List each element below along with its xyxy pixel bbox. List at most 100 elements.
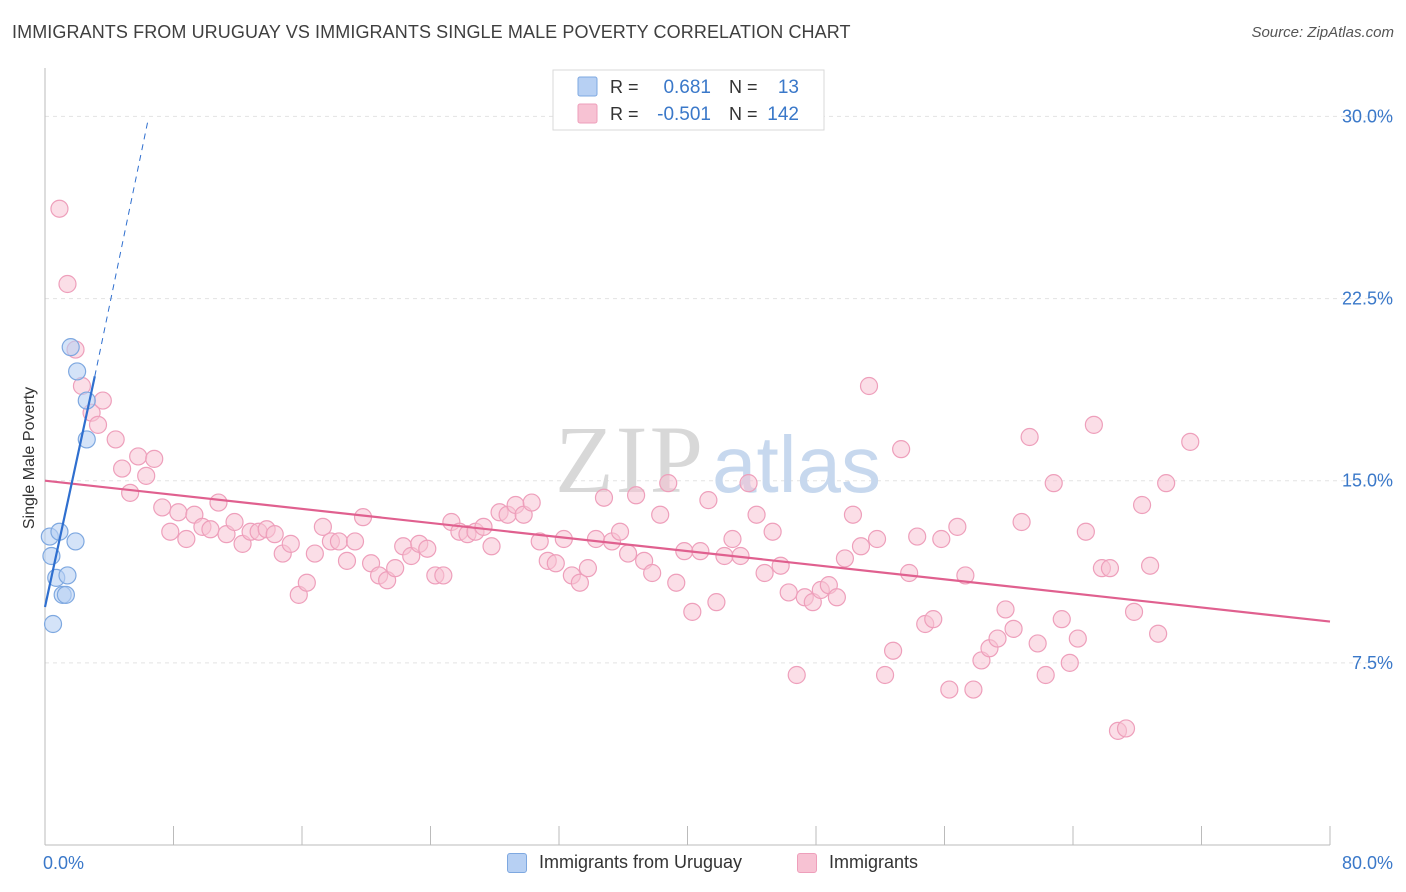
- immigrants-point-111: [940, 680, 959, 699]
- legend-n-label-2: N =: [729, 104, 758, 124]
- immigrants-point-76: [659, 474, 678, 493]
- immigrants-point-36: [337, 551, 357, 570]
- immigrants-point-121: [1020, 427, 1039, 447]
- legend-r-value-1: 0.681: [663, 77, 711, 98]
- immigrants-point-119: [1004, 619, 1023, 638]
- y-axis-title: Single Male Poverty: [21, 387, 38, 529]
- immigrants-point-125: [1052, 610, 1071, 629]
- immigrants-point-33: [313, 517, 332, 536]
- immigrants-point-113: [956, 566, 975, 585]
- immigrants-point-102: [867, 529, 887, 549]
- immigrants-point-131: [1100, 559, 1120, 578]
- immigrants-point-118: [996, 600, 1015, 619]
- legend-label-immigrants: Immigrants: [829, 852, 919, 872]
- immigrants-point-109: [924, 610, 943, 629]
- uruguay-point-7: [58, 566, 77, 585]
- immigrants-point-9: [121, 483, 140, 502]
- trend-lines: [43, 121, 1331, 623]
- immigrants-point-97: [827, 588, 846, 607]
- immigrants-point-101: [859, 376, 879, 396]
- legend-swatch-immigrants-bottom: [797, 852, 817, 873]
- legend-swatch-uruguay-bottom: [507, 852, 527, 873]
- immigrants-point-16: [177, 529, 196, 549]
- uruguay-point-8: [61, 338, 80, 357]
- immigrants-point-134: [1124, 602, 1144, 621]
- legend-item-immigrants: Immigrants: [797, 852, 918, 873]
- legend-n-value-1: 13: [778, 77, 799, 98]
- immigrants-point-14: [161, 522, 180, 541]
- immigrants-point-81: [699, 491, 718, 510]
- immigrants-point-66: [578, 559, 598, 578]
- immigrants-point-13: [153, 498, 172, 517]
- immigrants-point-103: [875, 665, 895, 685]
- immigrants-point-82: [707, 593, 726, 612]
- immigrants-point-88: [755, 563, 774, 583]
- series-legend: Immigrants from Uruguay Immigrants: [0, 852, 1406, 878]
- watermark: ZIP atlas: [555, 406, 881, 513]
- uruguay-trend-extension: [94, 121, 149, 377]
- immigrants-point-70: [610, 522, 630, 541]
- immigrants-point-15: [169, 503, 188, 522]
- legend-item-uruguay: Immigrants from Uruguay: [507, 852, 742, 873]
- immigrants-point-127: [1068, 629, 1087, 648]
- immigrants-point-75: [651, 505, 670, 524]
- immigrants-point-1: [58, 274, 77, 294]
- stats-legend-box: [552, 69, 825, 131]
- immigrants-point-27: [265, 525, 284, 544]
- immigrants-point-54: [482, 537, 501, 556]
- immigrants-point-136: [1140, 556, 1160, 575]
- immigrants-point-5: [88, 415, 108, 434]
- immigrants-point-139: [1181, 432, 1200, 451]
- legend-r-label-1: R =: [610, 77, 639, 97]
- immigrants-point-98: [835, 549, 855, 568]
- immigrants-point-8: [112, 459, 132, 478]
- legend-r-label-2: R =: [610, 104, 639, 124]
- uruguay-point-10: [68, 362, 87, 381]
- immigrants-point-106: [900, 563, 919, 583]
- immigrants-point-35: [329, 532, 349, 551]
- immigrants-point-20: [209, 493, 228, 512]
- immigrants-point-133: [1116, 719, 1136, 738]
- immigrants-point-59: [522, 493, 541, 512]
- immigrants-point-122: [1028, 634, 1047, 653]
- uruguay-point-9: [66, 532, 85, 551]
- immigrants-point-11: [137, 466, 156, 485]
- immigrants-points: [50, 199, 1200, 740]
- y-tick-label-2: 22.5%: [1342, 289, 1393, 309]
- immigrants-point-31: [297, 573, 316, 592]
- immigrants-point-0: [50, 199, 69, 218]
- immigrants-point-110: [932, 529, 951, 549]
- immigrants-point-22: [225, 512, 244, 532]
- legend-n-value-2: 142: [767, 104, 799, 125]
- uruguay-point-6: [56, 585, 75, 604]
- immigrants-point-74: [643, 563, 662, 583]
- legend-swatch-immigrants: [577, 103, 598, 124]
- immigrants-point-126: [1060, 653, 1079, 672]
- x-tick-label-max: 80.0%: [1342, 853, 1393, 873]
- y-tick-label-0: 7.5%: [1352, 653, 1393, 673]
- immigrants-point-87: [747, 505, 766, 524]
- immigrants-point-112: [948, 517, 967, 536]
- immigrants-point-84: [723, 529, 742, 549]
- immigrants-point-10: [129, 447, 148, 466]
- immigrants-point-105: [892, 440, 911, 459]
- immigrants-point-137: [1149, 624, 1168, 643]
- immigrants-point-114: [964, 680, 983, 699]
- immigrants-point-79: [683, 602, 702, 621]
- immigrants-point-67: [586, 529, 606, 549]
- x-tick-label-min: 0.0%: [43, 853, 84, 873]
- immigrants-point-77: [667, 573, 686, 592]
- immigrants-point-48: [434, 566, 453, 585]
- immigrants-point-99: [843, 505, 863, 524]
- legend-r-value-2: -0.501: [657, 104, 711, 125]
- stats-legend: R = 0.681 N = 13 R = -0.501 N = 142: [552, 69, 825, 131]
- immigrants-trend-line: [44, 479, 1331, 623]
- immigrants-point-68: [594, 488, 614, 507]
- immigrants-point-12: [145, 449, 164, 468]
- immigrants-point-129: [1084, 415, 1103, 434]
- gridlines: [45, 115, 1392, 664]
- legend-swatch-uruguay: [577, 76, 598, 97]
- immigrants-point-117: [988, 629, 1007, 648]
- immigrants-point-46: [418, 539, 437, 558]
